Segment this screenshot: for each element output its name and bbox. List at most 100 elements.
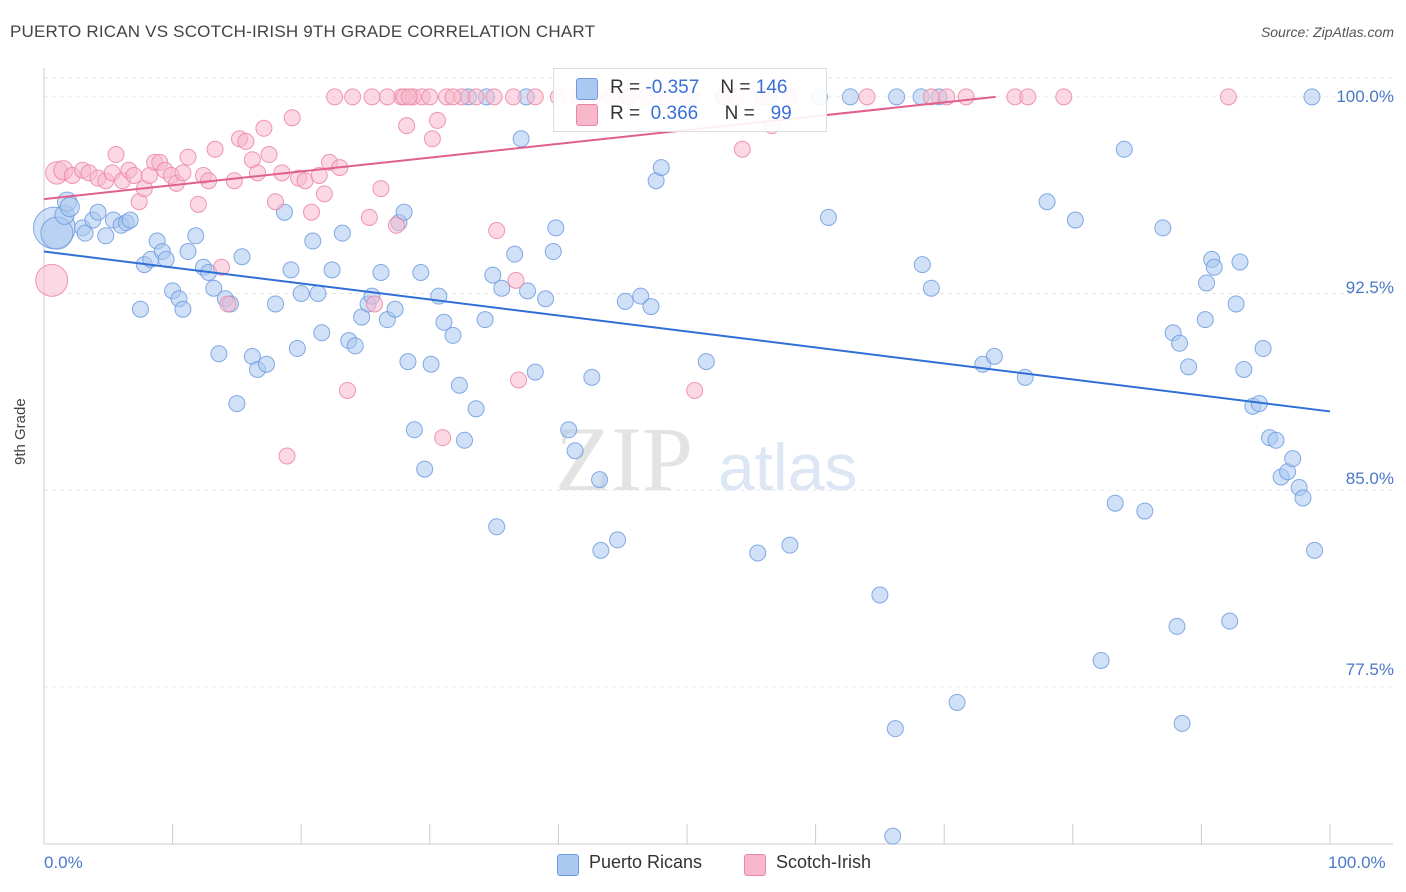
scotch-irish-point <box>107 146 125 164</box>
chart-title: PUERTO RICAN VS SCOTCH-IRISH 9TH GRADE C… <box>10 22 596 41</box>
puerto-rican-point <box>228 395 246 413</box>
scotch-irish-point <box>1019 88 1037 106</box>
puerto-rican-point <box>1066 211 1084 229</box>
scotch-irish-point <box>363 88 381 106</box>
puerto-rican-point <box>97 227 115 245</box>
puerto-rican-point <box>1092 651 1110 669</box>
puerto-rican-point <box>288 340 306 358</box>
puerto-rican-point <box>313 324 331 342</box>
puerto-rican-point <box>266 295 284 313</box>
puerto-rican-point <box>1231 253 1249 271</box>
scotch-irish-point <box>366 295 384 313</box>
scotch-irish-point <box>485 88 503 106</box>
trend-lines <box>43 95 1331 413</box>
puerto-rican-point <box>493 279 511 297</box>
scotch-irish-point <box>526 88 544 106</box>
puerto-rican-point <box>697 353 715 371</box>
puerto-rican-point <box>422 355 440 373</box>
n-value: 99 <box>770 103 792 124</box>
r-label: R = <box>610 103 641 124</box>
puerto-rican-point <box>121 211 139 229</box>
scotch-irish-point <box>344 88 362 106</box>
puerto-rican-point <box>884 827 902 845</box>
scotch-irish-point <box>283 109 301 127</box>
scotch-irish-point <box>248 164 266 182</box>
puerto-rican-point <box>1267 431 1285 449</box>
puerto-rican-point <box>819 208 837 226</box>
y-tick-label: 77.5% <box>1345 660 1394 679</box>
source-label: Source: ZipAtlas.com <box>1260 24 1394 40</box>
puerto-rican-point <box>323 261 341 279</box>
scotch-irish-point <box>1219 88 1237 106</box>
scotch-irish-point <box>686 381 704 399</box>
puerto-rican-point <box>1171 334 1189 352</box>
puerto-rican-point <box>157 250 175 268</box>
scotch-irish-point <box>504 88 522 106</box>
scotch-irish-point <box>225 172 243 190</box>
r-value: 0.366 <box>650 103 699 124</box>
puerto-rican-point <box>346 337 364 355</box>
puerto-rican-point <box>652 159 670 177</box>
puerto-rican-point <box>1106 494 1124 512</box>
scotch-irish-point <box>423 130 441 148</box>
scotch-irish-point <box>237 132 255 150</box>
puerto-rican-point <box>1168 617 1186 635</box>
puerto-rican-point <box>1294 489 1312 507</box>
r-label: R = <box>610 77 641 98</box>
puerto-rican-point <box>257 355 275 373</box>
puerto-rican-point <box>526 363 544 381</box>
puerto-rican-point <box>412 263 430 281</box>
scotch-irish-point <box>315 185 333 203</box>
puerto-rican-point <box>1205 258 1223 276</box>
y-tick-label: 92.5% <box>1345 278 1394 297</box>
scotch-irish-point <box>372 180 390 198</box>
scotch-irish-point <box>338 381 356 399</box>
scotch-irish-point <box>434 429 452 447</box>
puerto-rican-point <box>89 203 107 221</box>
puerto-rican-point <box>174 300 192 318</box>
puerto-rican-point <box>1016 368 1034 386</box>
puerto-rican-point <box>1136 502 1154 520</box>
scotch-irish-point <box>278 447 296 465</box>
scotch-irish-point <box>510 371 528 389</box>
axes <box>43 68 1393 845</box>
puerto-rican-point <box>583 368 601 386</box>
x-tick-label: 100.0% <box>1328 853 1386 872</box>
puerto-rican-point <box>416 460 434 478</box>
puerto-rican-point <box>1227 295 1245 313</box>
puerto-rican-point <box>616 292 634 310</box>
puerto-rican-point <box>913 256 931 274</box>
puerto-rican-point <box>476 311 494 329</box>
puerto-rican-point <box>1284 450 1302 468</box>
puerto-rican-point <box>395 203 413 221</box>
scotch-irish-point <box>467 88 485 106</box>
puerto-rican-point <box>506 245 524 263</box>
scotch-irish-point <box>189 195 207 213</box>
puerto-rican-point <box>749 544 767 562</box>
puerto-rican-point <box>187 227 205 245</box>
puerto-rican-point <box>1115 140 1133 158</box>
puerto-rican-point <box>372 263 390 281</box>
puerto-rican-point <box>1235 360 1253 378</box>
puerto-rican-point <box>205 279 223 297</box>
legend-label: Puerto Ricans <box>589 852 703 872</box>
puerto-rican-point <box>405 421 423 439</box>
puerto-rican-point <box>456 431 474 449</box>
puerto-rican-point <box>1221 612 1239 630</box>
scotch-irish-point <box>387 216 405 234</box>
scotch-irish-point <box>125 166 143 184</box>
scotch-irish-point <box>212 258 230 276</box>
x-tick-label: 0.0% <box>44 853 83 872</box>
n-label: N = <box>724 103 755 124</box>
puerto-rican-point <box>1180 358 1198 376</box>
puerto-rican-point <box>435 313 453 331</box>
puerto-rican-point <box>131 300 149 318</box>
scotch-irish-point <box>378 88 396 106</box>
scotch-irish-point <box>957 88 975 106</box>
puerto-rican-point <box>888 88 906 106</box>
puerto-rican-point <box>304 232 322 250</box>
legend-swatch-pink <box>744 854 766 876</box>
puerto-rican-point <box>282 261 300 279</box>
puerto-rican-point <box>450 376 468 394</box>
